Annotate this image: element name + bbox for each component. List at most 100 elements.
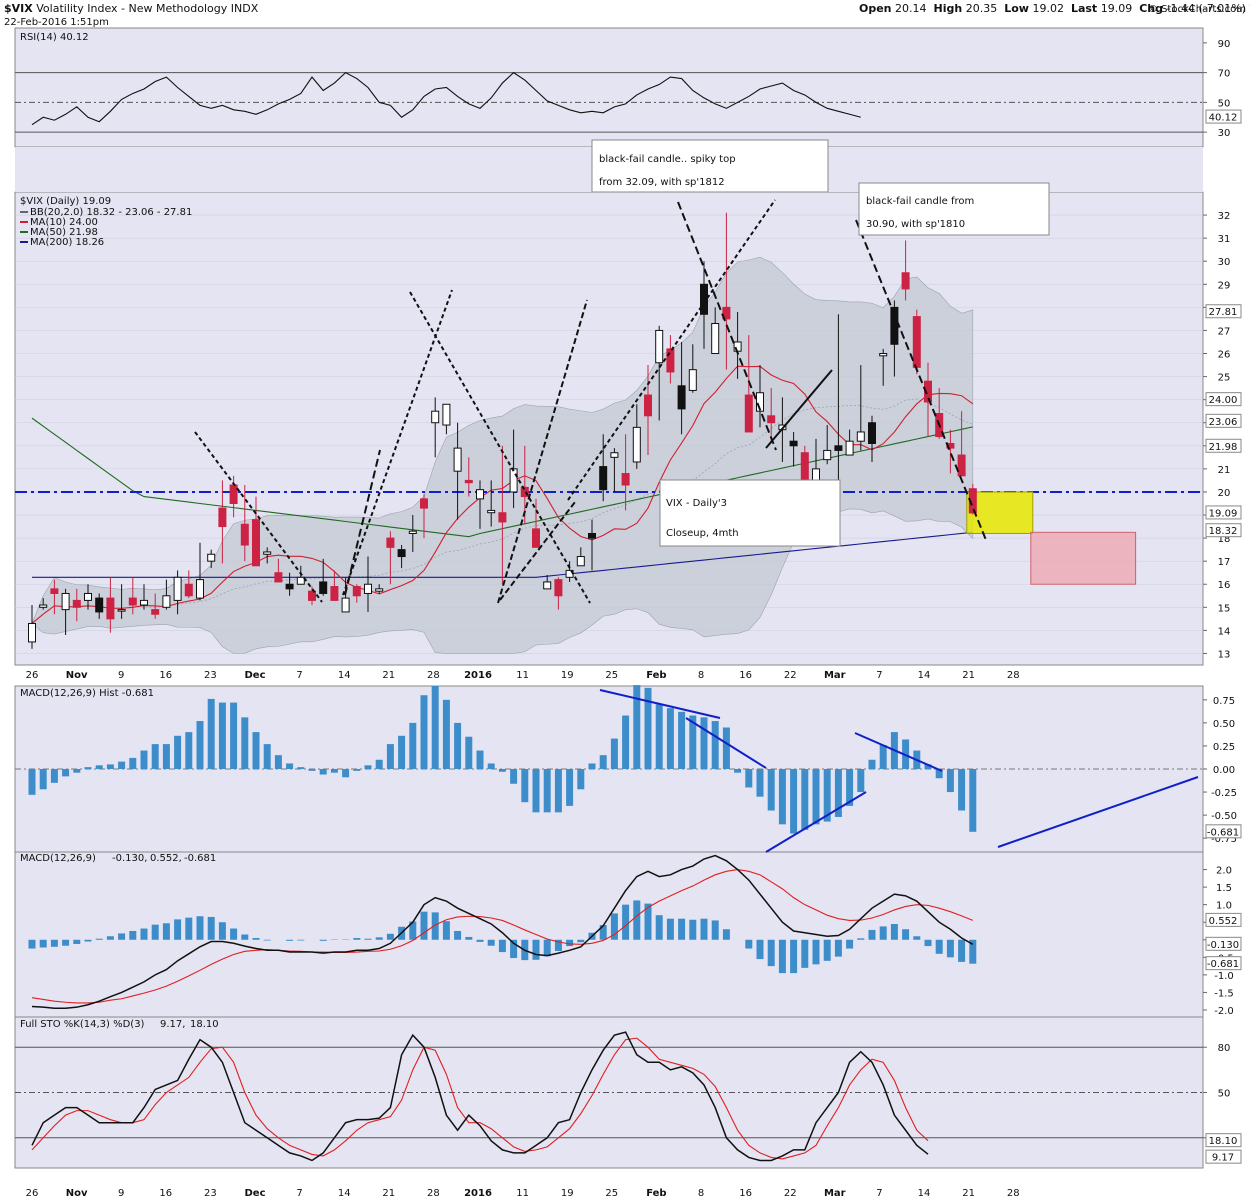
trendline-up-short xyxy=(765,369,833,449)
annotation-2-line-2: 30.90, with sp'1810 xyxy=(866,219,965,230)
price-axis-tag: 18.32 xyxy=(1209,526,1238,537)
macd-hist-bar xyxy=(812,769,820,825)
macd-bar xyxy=(689,919,697,940)
x-tick-label: Feb xyxy=(646,670,666,681)
macd-hist-bar xyxy=(666,708,674,769)
macd-bar xyxy=(364,938,372,940)
x-tick-label: Nov xyxy=(66,670,88,681)
candle xyxy=(263,551,272,555)
macd-hist-bar xyxy=(599,755,607,769)
macd-bar xyxy=(319,939,327,941)
sto-title-k: 9.17, xyxy=(160,1019,185,1030)
price-axis-tag: 23.06 xyxy=(1209,417,1238,428)
macd-bar xyxy=(174,919,182,940)
macd-hist-bar xyxy=(801,769,809,830)
macd-bar xyxy=(790,939,798,974)
x-tick-label: 28 xyxy=(1007,670,1020,681)
macd-bar xyxy=(39,939,47,948)
bottom-x-tick-label: Dec xyxy=(244,1188,265,1199)
candle xyxy=(140,599,148,606)
macd-signal-line xyxy=(31,868,974,1004)
macd-bar xyxy=(969,939,977,964)
bottom-x-tick-label: 16 xyxy=(159,1188,172,1199)
macd-hist-bar xyxy=(297,767,305,769)
candle xyxy=(173,576,182,601)
candle xyxy=(879,353,888,357)
macd-hist-bar xyxy=(420,695,428,769)
annotation-box-1 xyxy=(591,139,829,193)
macd-hist-value-tag: -0.681 xyxy=(1207,959,1239,970)
macd-hist-bar xyxy=(767,769,775,811)
macd-bar xyxy=(151,924,159,940)
price-title: $VIX (Daily) 19.09 xyxy=(20,196,111,207)
y-tick-label: 50 xyxy=(1218,1089,1231,1100)
price-axis-tag: 19.09 xyxy=(1209,508,1238,519)
candle xyxy=(84,592,92,601)
candle xyxy=(700,283,708,315)
macd-bar xyxy=(84,939,92,942)
macd-hist-bar xyxy=(207,698,215,769)
macd-hist-bar xyxy=(935,769,943,779)
candle xyxy=(498,512,507,523)
macd-bar xyxy=(666,918,674,940)
candle xyxy=(856,431,865,442)
candle xyxy=(509,468,518,493)
macd-bar xyxy=(297,939,305,941)
candle xyxy=(296,576,305,585)
y-tick-label: 26 xyxy=(1218,350,1231,361)
bottom-x-tick-label: 7 xyxy=(296,1188,302,1199)
candle xyxy=(476,489,484,500)
candle xyxy=(520,486,529,498)
macd-bar xyxy=(62,939,70,946)
macd-bar xyxy=(577,939,585,943)
macd-bar xyxy=(510,939,518,959)
macd-hist-bar xyxy=(330,769,338,773)
y-tick-label: 25 xyxy=(1218,373,1231,384)
macd-bar xyxy=(286,939,294,941)
rsi-title: RSI(14) 40.12 xyxy=(20,32,89,43)
x-tick-label: 26 xyxy=(26,670,39,681)
macd-bar xyxy=(599,925,607,940)
macd-hist-bar xyxy=(924,764,932,769)
macd-bar xyxy=(454,930,462,940)
macd-hist-bar xyxy=(196,721,204,769)
macd-hist-bar xyxy=(745,769,753,788)
candle xyxy=(644,394,652,417)
low-value: 19.02 xyxy=(1032,2,1064,15)
sto-d-tag: 18.10 xyxy=(1209,1136,1238,1147)
macd-hist-bar xyxy=(174,735,182,769)
bottom-x-tick-label: Feb xyxy=(646,1188,666,1199)
macd-hist-bar xyxy=(678,711,686,769)
macd-hist-bar xyxy=(95,765,103,769)
price-axis-tag-box xyxy=(1205,438,1242,453)
macd-hist-bar xyxy=(263,744,271,769)
candle xyxy=(756,392,764,412)
copyright: © StockCharts.com xyxy=(1148,4,1246,15)
macd-hist-bar xyxy=(610,738,618,769)
candle xyxy=(162,595,171,608)
trendline-down-1 xyxy=(194,431,323,603)
macd-hist-bar xyxy=(431,686,439,769)
divergence-line-1 xyxy=(599,689,721,719)
macd-hist-bar xyxy=(398,735,406,769)
timestamp: 22-Feb-2016 1:51pm xyxy=(4,17,109,28)
candle xyxy=(408,530,417,534)
macd-hist-bar xyxy=(532,769,540,813)
y-tick-label: 0.75 xyxy=(1213,696,1235,707)
candle xyxy=(375,588,384,592)
macd-bar xyxy=(834,939,842,957)
macd-hist-bar xyxy=(722,727,730,769)
y-tick-label: -0.50 xyxy=(1211,811,1237,822)
macd-hist-bar xyxy=(778,769,786,825)
macd-hist-bar xyxy=(823,769,831,822)
macd-bar xyxy=(554,939,562,951)
macd-hist-bar xyxy=(129,757,137,769)
macd-bar xyxy=(767,939,775,967)
candle xyxy=(823,449,832,461)
macd-bar xyxy=(610,913,618,940)
candle xyxy=(364,583,372,594)
sto-k-tag-box xyxy=(1205,1149,1242,1164)
macd-bar xyxy=(924,939,932,947)
candle xyxy=(599,466,608,491)
macd-hist-bar xyxy=(286,763,294,769)
